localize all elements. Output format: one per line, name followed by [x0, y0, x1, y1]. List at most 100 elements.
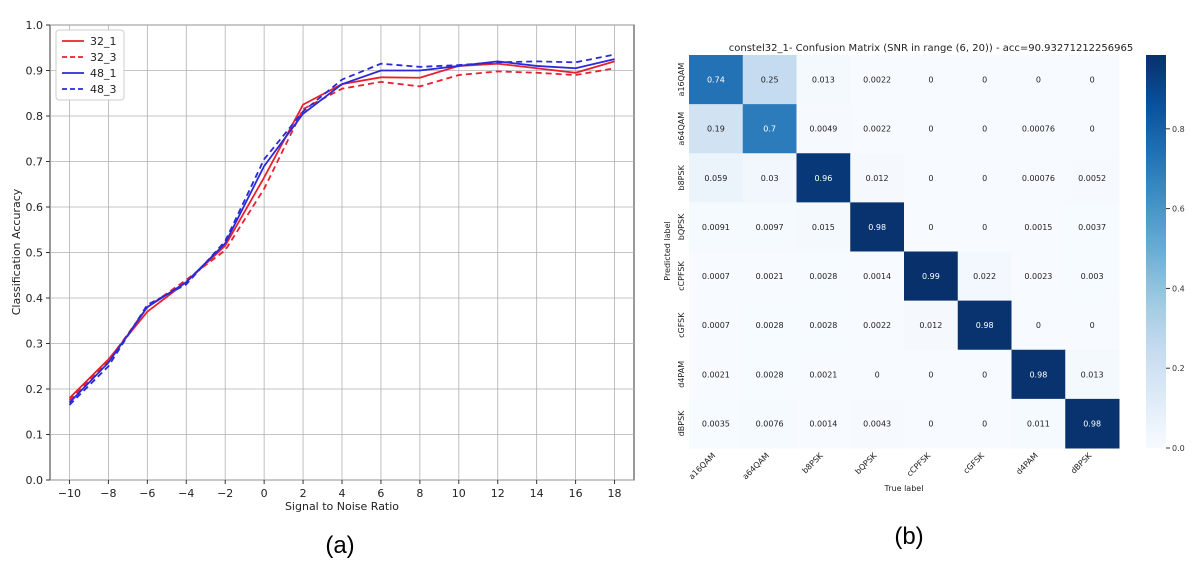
colorbar-ticks: 0.0 0.2 0.4 0.6 0.8 — [1166, 125, 1185, 453]
matrix-cell — [957, 104, 1012, 154]
matrix-cell-value: 0.99 — [922, 272, 940, 281]
matrix-cell — [850, 202, 905, 252]
matrix-cell — [850, 153, 905, 203]
matrix-cell-value: 0.0022 — [863, 125, 891, 134]
matrix-cell-value: 0.98 — [1083, 419, 1101, 428]
matrix-cell-value: 0.0021 — [756, 272, 784, 281]
colorbar-tick-label: 0.6 — [1172, 205, 1185, 214]
matrix-y-tick-label: cGFSK — [677, 312, 686, 338]
y-tick-label: 0.7 — [26, 156, 44, 169]
matrix-cell — [796, 153, 851, 203]
matrix-cell-value: 0.013 — [1081, 370, 1104, 379]
matrix-cell-value: 0 — [928, 419, 933, 428]
matrix-cell — [1011, 202, 1066, 252]
matrix-cell — [742, 104, 797, 154]
matrix-cell — [689, 153, 744, 203]
matrix-cell-value: 0.0023 — [1024, 272, 1052, 281]
matrix-cell — [689, 300, 744, 351]
matrix-cell — [1065, 202, 1120, 252]
matrix-cell — [850, 104, 905, 154]
matrix-cell-value: 0 — [1090, 321, 1095, 330]
colorbar-tick-label: 0.0 — [1172, 444, 1185, 453]
matrix-cell-value: 0 — [928, 125, 933, 134]
line-chart-ticks: −10 −8 −6 −4 −2 0 2 4 6 8 10 12 14 16 18 0.0 0.1 0.2 0.3 0.… — [26, 19, 622, 500]
x-tick-label: 4 — [339, 487, 346, 500]
x-tick-label: 6 — [377, 487, 384, 500]
matrix-y-tick-label: dBPSK — [677, 410, 686, 436]
confusion-matrix-cells: 0.74 0.25 0.013 0.0022 0 0 0 0 0.19 0.7 0.0049 0.00… — [689, 55, 1120, 449]
confusion-matrix-title: constel32_1- Confusion Matrix (SNR in ra… — [729, 43, 1133, 54]
matrix-cell-value: 0.98 — [976, 321, 994, 330]
legend-label: 32_3 — [90, 51, 117, 64]
matrix-cell-value: 0.0007 — [702, 321, 730, 330]
matrix-cell-value: 0 — [982, 76, 987, 85]
matrix-cell — [742, 202, 797, 252]
matrix-cell-value: 0.0007 — [702, 272, 730, 281]
matrix-cell — [957, 398, 1012, 449]
matrix-cell — [904, 104, 959, 154]
confusion-matrix-panel: constel32_1- Confusion Matrix (SNR in ra… — [663, 43, 1185, 493]
matrix-cell-value: 0.003 — [1081, 272, 1104, 281]
matrix-cell-value: 0.011 — [1027, 419, 1050, 428]
matrix-cell — [1065, 398, 1120, 449]
matrix-cell-value: 0.0022 — [863, 76, 891, 85]
matrix-cell-value: 0.98 — [1029, 370, 1047, 379]
matrix-cell-value: 0.0052 — [1078, 174, 1106, 183]
matrix-cell-value: 0.0014 — [863, 272, 891, 281]
matrix-cell — [1011, 251, 1066, 302]
x-tick-label: −6 — [139, 487, 155, 500]
x-tick-label: −8 — [100, 487, 116, 500]
matrix-cell-value: 0 — [982, 223, 987, 232]
matrix-cell — [904, 202, 959, 252]
matrix-x-tick-label: dBPSK — [1069, 451, 1094, 476]
legend-label: 32_1 — [90, 35, 117, 48]
colorbar — [1146, 55, 1166, 448]
matrix-cell — [689, 104, 744, 154]
matrix-cell — [796, 349, 851, 400]
matrix-cell — [904, 153, 959, 203]
matrix-cell — [850, 300, 905, 351]
matrix-cell — [1065, 153, 1120, 203]
legend-box — [55, 29, 125, 101]
y-tick-label: 0.5 — [26, 247, 44, 260]
matrix-cell-value: 0.0091 — [702, 223, 730, 232]
y-tick-label: 0.8 — [26, 110, 44, 123]
colorbar-tick-label: 0.8 — [1172, 125, 1185, 134]
matrix-cell — [1065, 55, 1120, 105]
matrix-cell — [904, 398, 959, 449]
matrix-cell — [742, 55, 797, 105]
x-tick-label: 12 — [491, 487, 505, 500]
series-line-48-3 — [68, 53, 615, 406]
matrix-cell-value: 0.012 — [919, 321, 942, 330]
matrix-cell-value: 0 — [928, 76, 933, 85]
x-tick-label: 16 — [569, 487, 583, 500]
x-tick-label: 18 — [608, 487, 622, 500]
matrix-cell-value: 0 — [982, 419, 987, 428]
x-tick-label: 8 — [416, 487, 423, 500]
line-chart-series — [68, 53, 615, 406]
matrix-cell — [957, 251, 1012, 302]
matrix-cell-value: 0.013 — [812, 76, 835, 85]
y-tick-label: 0.4 — [26, 292, 44, 305]
matrix-cell — [1011, 153, 1066, 203]
matrix-cell — [904, 251, 959, 302]
y-tick-label: 0.1 — [26, 429, 44, 442]
matrix-cell-value: 0.00076 — [1022, 125, 1055, 134]
matrix-x-tick-label: a16QAM — [687, 451, 717, 481]
matrix-cell-value: 0 — [982, 174, 987, 183]
series-line-32-3 — [68, 67, 615, 402]
line-chart-panel: −10 −8 −6 −4 −2 0 2 4 6 8 10 12 14 16 18 0.0 0.1 0.2 0.3 0.… — [10, 19, 635, 513]
matrix-cell — [957, 349, 1012, 400]
matrix-cell — [1011, 104, 1066, 154]
matrix-cell-value: 0 — [982, 125, 987, 134]
matrix-x-tick-label: a64QAM — [741, 451, 771, 481]
matrix-cell-value: 0.96 — [814, 174, 832, 183]
matrix-cell-value: 0.0021 — [809, 370, 837, 379]
matrix-cell — [1065, 104, 1120, 154]
matrix-cell-value: 0.0028 — [809, 321, 837, 330]
x-tick-label: 14 — [530, 487, 544, 500]
matrix-cell-value: 0.015 — [812, 223, 835, 232]
matrix-cell — [796, 398, 851, 449]
matrix-cell — [850, 349, 905, 400]
matrix-cell — [957, 202, 1012, 252]
